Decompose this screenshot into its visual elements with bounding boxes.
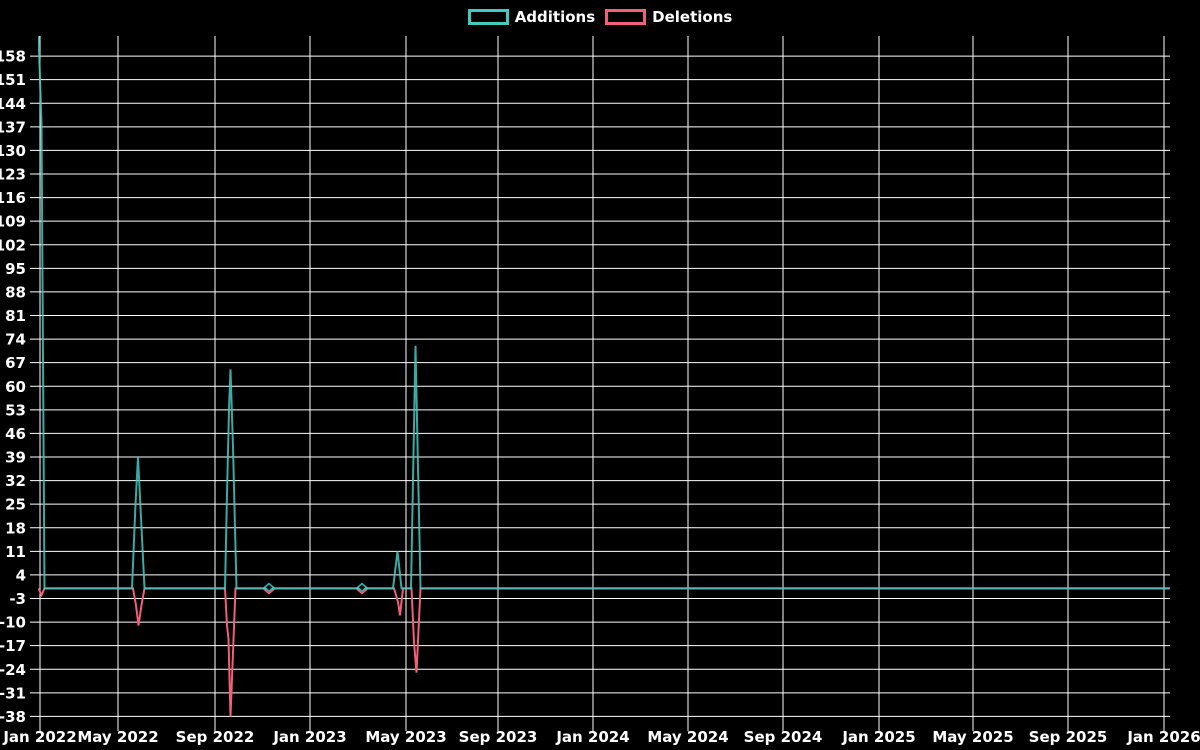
point-marker-additions[interactable]: [263, 582, 275, 593]
x-tick-label: Sep 2023: [459, 728, 538, 746]
y-tick-label: 67: [5, 354, 26, 372]
x-tick-label: Jan 2024: [555, 728, 629, 746]
additions-swatch-icon: [467, 9, 509, 25]
chart-legend: Additions Deletions: [0, 8, 1200, 26]
y-tick-label: 151: [0, 71, 26, 89]
y-tick-label: 4: [16, 566, 26, 584]
deletions-swatch-icon: [605, 9, 647, 25]
y-tick-label: 18: [5, 519, 26, 537]
x-grid: Jan 2022 May 2022 Sep 2022 Jan 2023 May 2023…: [2, 36, 1200, 746]
series-layer: [38, 36, 1170, 717]
y-tick-label: -17: [0, 637, 26, 655]
y-tick-label: 25: [5, 496, 26, 514]
y-tick-label: 95: [5, 260, 26, 278]
x-tick-label: Jan 2025: [841, 728, 915, 746]
x-tick-label: Jan 2022: [2, 728, 76, 746]
x-tick-label: May 2023: [365, 728, 446, 746]
y-tick-label: 74: [5, 331, 26, 349]
y-tick-label: 109: [0, 213, 26, 231]
x-tick-label: May 2025: [932, 728, 1013, 746]
y-tick-label: -3: [9, 590, 26, 608]
y-grid: 158 151 144 137 130 123 116 109 102 95 88 81 74 67 60 5…: [0, 48, 1170, 726]
legend-item-deletions[interactable]: Deletions: [605, 8, 732, 26]
series-line-deletions: [38, 587, 1170, 717]
legend-label-deletions: Deletions: [652, 8, 733, 26]
y-tick-label: 116: [0, 189, 26, 207]
series-line-additions: [38, 36, 1170, 590]
point-marker-additions[interactable]: [356, 582, 368, 593]
legend-label-additions: Additions: [514, 8, 596, 26]
y-tick-label: 130: [0, 142, 26, 160]
x-tick-label: May 2024: [647, 728, 728, 746]
x-tick-label: Sep 2025: [1029, 728, 1108, 746]
y-tick-label: 81: [5, 307, 26, 325]
y-tick-label: 144: [0, 95, 26, 113]
y-tick-label: 158: [0, 48, 26, 66]
y-tick-label: 123: [0, 166, 26, 184]
x-tick-label: Sep 2022: [176, 728, 255, 746]
y-tick-label: -24: [0, 661, 26, 679]
y-tick-label: 60: [5, 378, 26, 396]
y-tick-label: 102: [0, 236, 26, 254]
y-tick-label: 53: [5, 401, 26, 419]
y-tick-label: -31: [0, 684, 26, 702]
x-tick-label: Jan 2023: [272, 728, 346, 746]
y-tick-label: 137: [0, 118, 26, 136]
x-tick-label: Sep 2024: [744, 728, 823, 746]
y-tick-label: 46: [5, 425, 26, 443]
y-tick-label: 32: [5, 472, 26, 490]
x-tick-label: May 2022: [77, 728, 158, 746]
y-tick-label: 88: [5, 283, 26, 301]
legend-item-additions[interactable]: Additions: [467, 8, 596, 26]
y-tick-label: -10: [0, 614, 26, 632]
y-tick-label: 39: [5, 449, 26, 467]
x-tick-label: Jan 2026: [1126, 728, 1200, 746]
y-tick-label: -38: [0, 708, 26, 726]
y-tick-label: 11: [5, 543, 26, 561]
